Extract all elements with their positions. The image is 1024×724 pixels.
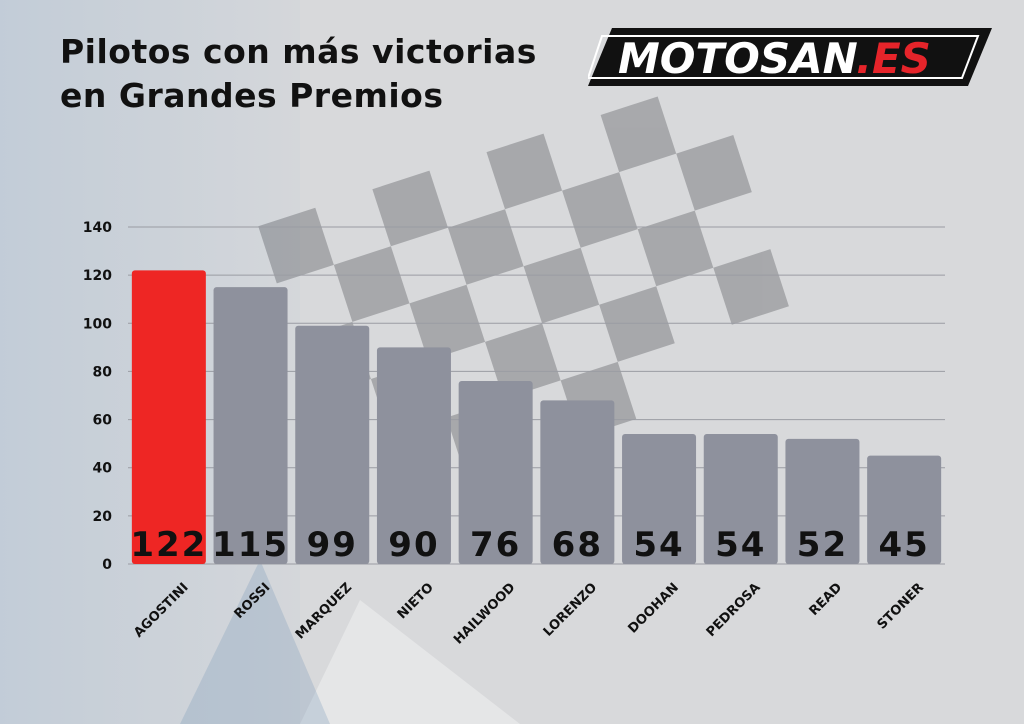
y-tick-label: 100 bbox=[83, 316, 112, 332]
bar-nieto bbox=[376, 347, 451, 564]
x-tick-label: HAILWOOD bbox=[451, 580, 519, 648]
data-label: 99 bbox=[307, 525, 358, 565]
x-tick-label: LORENZO bbox=[541, 580, 600, 639]
title-line-2: en Grandes Premios bbox=[60, 76, 444, 115]
x-tick-label: DOOHAN bbox=[626, 580, 682, 636]
title-line-1: Pilotos con más victorias bbox=[60, 32, 537, 71]
x-tick-label: PEDROSA bbox=[704, 580, 764, 640]
y-tick-label: 20 bbox=[93, 509, 113, 525]
data-label: 76 bbox=[470, 525, 521, 565]
data-label: 90 bbox=[388, 525, 439, 565]
x-tick-label: ROSSI bbox=[232, 580, 274, 622]
logo-suffix-text: .ES bbox=[856, 34, 931, 83]
x-tick-label: MARQUEZ bbox=[293, 580, 355, 642]
bar-agostini bbox=[131, 270, 206, 564]
bar-hailwood bbox=[458, 381, 533, 564]
data-label: 54 bbox=[633, 525, 684, 565]
y-tick-label: 40 bbox=[93, 461, 113, 477]
motosan-logo: MOTOSAN .ES bbox=[588, 28, 992, 86]
x-tick-label: AGOSTINI bbox=[131, 580, 192, 641]
bar-doohan bbox=[622, 434, 697, 564]
data-label: 68 bbox=[552, 525, 603, 565]
y-tick-label: 80 bbox=[93, 364, 113, 380]
data-label: 122 bbox=[130, 525, 207, 565]
bar-marquez bbox=[295, 325, 370, 564]
bar-lorenzo bbox=[540, 400, 615, 564]
y-tick-label: 0 bbox=[102, 557, 112, 573]
data-label: 45 bbox=[878, 525, 929, 565]
x-tick-label: NIETO bbox=[395, 580, 437, 622]
data-label: 52 bbox=[797, 525, 848, 565]
data-label: 54 bbox=[715, 525, 766, 565]
x-tick-label: READ bbox=[807, 580, 846, 619]
logo-main-text: MOTOSAN bbox=[618, 34, 858, 83]
chart-title: Pilotos con más victorias en Grandes Pre… bbox=[60, 30, 580, 118]
y-tick-label: 60 bbox=[93, 413, 113, 429]
bar-read bbox=[785, 438, 860, 564]
bar-rossi bbox=[213, 287, 288, 564]
y-tick-label: 120 bbox=[83, 268, 112, 284]
data-label: 115 bbox=[212, 525, 289, 565]
motosan-logo-graphic: MOTOSAN .ES bbox=[588, 28, 992, 86]
x-tick-label: STONER bbox=[875, 580, 927, 632]
bar-stoner bbox=[867, 455, 942, 564]
bar-pedrosa bbox=[703, 434, 778, 564]
y-tick-label: 140 bbox=[83, 220, 112, 236]
